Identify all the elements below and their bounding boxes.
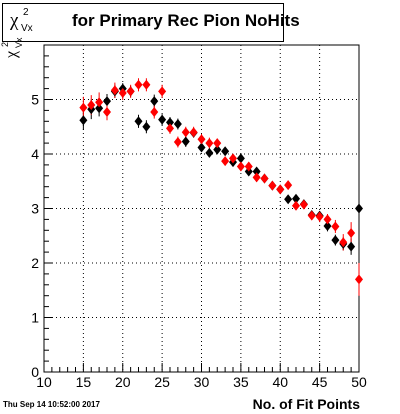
data-point (292, 193, 300, 204)
x-tick-label: 45 (312, 374, 328, 390)
data-point (197, 142, 206, 153)
data-point (315, 211, 324, 222)
data-point (134, 116, 143, 127)
data-point (103, 107, 111, 118)
data-point (323, 220, 332, 231)
data-point (331, 235, 340, 246)
y-axis-label: χ 2 Vx (0, 37, 29, 88)
data-point (158, 114, 167, 125)
data-point (284, 180, 293, 191)
data-point (126, 86, 135, 97)
data-point (87, 99, 96, 110)
x-tick-label: 10 (36, 374, 52, 390)
data-point (181, 136, 190, 147)
title-subscript: Vx (21, 23, 33, 34)
data-point (347, 241, 356, 252)
data-point (150, 107, 159, 118)
data-point (213, 144, 222, 155)
data-point (79, 115, 88, 126)
data-point (236, 153, 245, 164)
data-point (252, 172, 261, 183)
data-point (205, 138, 214, 149)
data-point (134, 79, 143, 90)
chart-title: for Primary Rec Pion NoHits (72, 11, 300, 30)
x-tick-label: 40 (272, 374, 288, 390)
data-point (95, 97, 104, 108)
data-point (284, 194, 293, 205)
data-point (197, 134, 206, 145)
ylabel-superscript: 2 (0, 41, 10, 47)
data-point (339, 237, 348, 248)
x-axis-label: No. of Fit Points (252, 396, 360, 412)
data-point (142, 79, 151, 90)
x-tick-label: 25 (154, 374, 170, 390)
data-point (229, 153, 237, 164)
data-point (323, 214, 332, 225)
data-point (150, 96, 159, 107)
data-point (205, 147, 214, 158)
data-point (355, 203, 363, 214)
data-point (221, 156, 230, 167)
data-point (158, 86, 167, 97)
data-point (166, 123, 174, 134)
x-tick-label: 35 (233, 374, 249, 390)
data-point (244, 161, 253, 172)
y-tick-label: 1 (31, 310, 39, 326)
data-point (292, 200, 300, 211)
data-point (299, 199, 308, 210)
data-point (173, 137, 182, 148)
data-point (142, 121, 151, 132)
data-point (166, 117, 174, 128)
data-point (252, 166, 261, 177)
data-point (181, 127, 190, 138)
title-superscript: 2 (23, 7, 29, 18)
data-point (103, 96, 111, 107)
ylabel-chi-symbol: χ (3, 50, 20, 58)
ylabel-subscript: Vx (14, 37, 24, 48)
data-point (260, 173, 269, 184)
y-tick-label: 2 (31, 255, 39, 271)
data-point (118, 87, 127, 98)
y-tick-label: 3 (31, 201, 39, 217)
data-point (268, 180, 277, 191)
chart-title-box: χ 2 Vx for Primary Rec Pion NoHits (2, 3, 300, 42)
data-point (355, 274, 363, 285)
data-point (110, 85, 119, 96)
data-point (331, 221, 340, 232)
data-point (189, 127, 198, 138)
data-point (276, 184, 285, 195)
data-point (347, 228, 356, 239)
y-tick-label: 0 (31, 364, 39, 380)
x-tick-label: 50 (351, 374, 367, 390)
data-point (95, 103, 104, 114)
footer-timestamp: Thu Sep 14 10:52:00 2017 (3, 400, 100, 409)
x-tick-label: 30 (194, 374, 210, 390)
plot-frame (43, 44, 360, 373)
y-tick-label: 4 (31, 146, 39, 162)
data-point (213, 138, 222, 149)
x-tick-label: 15 (76, 374, 92, 390)
x-tick-label: 20 (115, 374, 131, 390)
y-tick-label: 5 (31, 92, 39, 108)
title-chi-symbol: χ (10, 10, 19, 31)
data-point (307, 210, 316, 221)
data-point (236, 161, 245, 172)
data-points (79, 79, 363, 285)
data-point (173, 119, 182, 130)
grid-lines (44, 45, 359, 372)
data-point (79, 102, 88, 113)
data-point (221, 146, 230, 157)
